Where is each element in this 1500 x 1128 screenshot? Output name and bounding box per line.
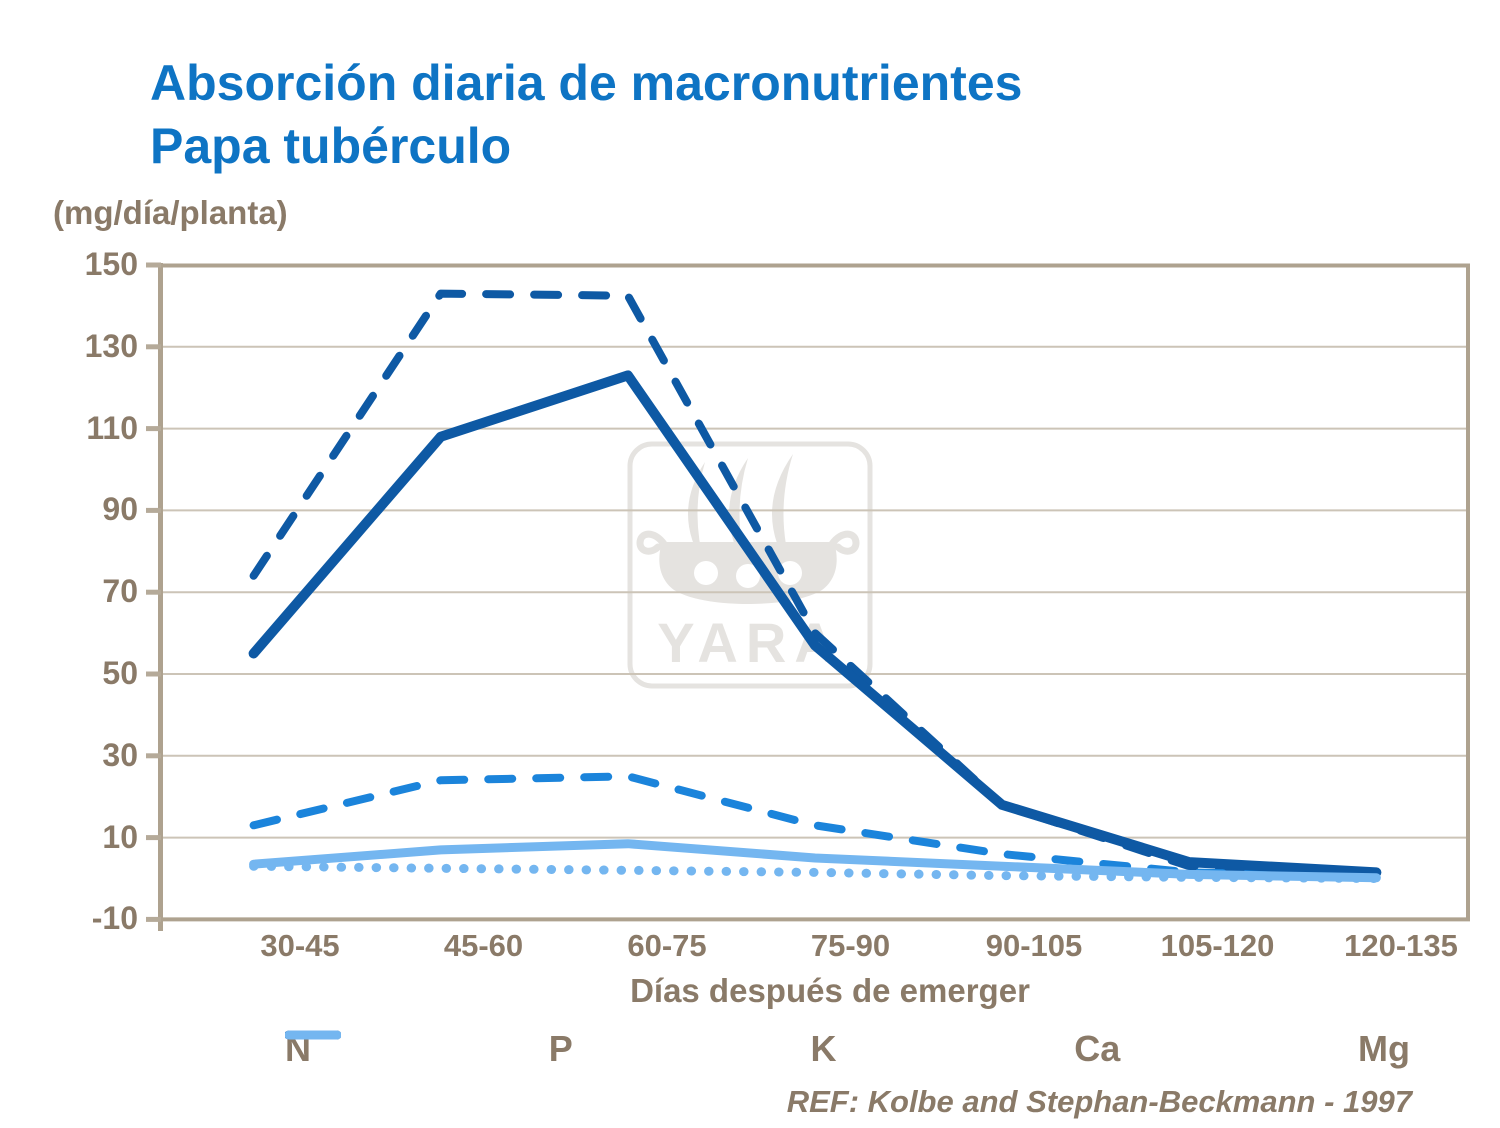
data-series [248,289,1382,883]
legend-item-Ca: Ca [286,1028,1121,1070]
x-axis-title: Días después de emerger [630,972,1030,1009]
legend-item-K: K [285,1028,837,1070]
y-tick-label: -10 [91,900,138,937]
y-tick-label: 110 [86,409,138,446]
legend-item-P: P [296,1028,573,1070]
x-tick-label: 105-120 [1160,928,1275,963]
watermark-frame [627,441,873,689]
legend: N P K Ca Mg [285,1028,1410,1070]
x-tick-label: 30-45 [260,928,340,963]
y-tick-label: 90 [102,491,138,528]
y-tick-label: 30 [102,736,138,773]
legend-label-P: P [548,1028,573,1069]
series-line-N [248,370,1382,878]
legend-label-Mg: Mg [1357,1028,1410,1069]
y-axis-unit: (mg/día/planta) [53,194,288,231]
plot-border [146,263,1470,931]
y-tick-label: 150 [84,246,138,282]
y-tick-label: 10 [102,818,138,855]
y-tick-label: 50 [102,655,138,691]
x-tick-label: 90-105 [985,928,1083,963]
legend-label-Ca: Ca [1074,1028,1121,1069]
x-tick-label: 60-75 [627,928,707,963]
legend-label-K: K [810,1028,837,1069]
axis-ticks [146,262,161,922]
x-tick-label: 120-135 [1344,928,1458,963]
series-line-Ca [249,861,1381,883]
chart-title-line1: Absorción diaria de macronutrientes [150,55,1023,111]
x-tick-label: 75-90 [810,928,891,963]
yara-ship-icon [636,454,860,604]
reference-text: REF: Kolbe and Stephan-Beckmann - 1997 [786,1084,1412,1119]
legend-swatch-Mg [285,1030,341,1040]
watermark-text: YARA [657,611,843,674]
legend-item-Mg: Mg [285,1028,1410,1070]
gridlines [162,264,1468,921]
series-line-Mg [249,839,1381,883]
chart-title-line2: Papa tubérculo [150,118,512,174]
y-tick-label: 70 [102,573,138,610]
chart-title: Absorción diaria de macronutrientes Papa… [150,52,1022,178]
y-tick-label: 130 [84,327,138,364]
x-tick-label: 45-60 [443,928,524,963]
series-line-P [249,772,1381,881]
